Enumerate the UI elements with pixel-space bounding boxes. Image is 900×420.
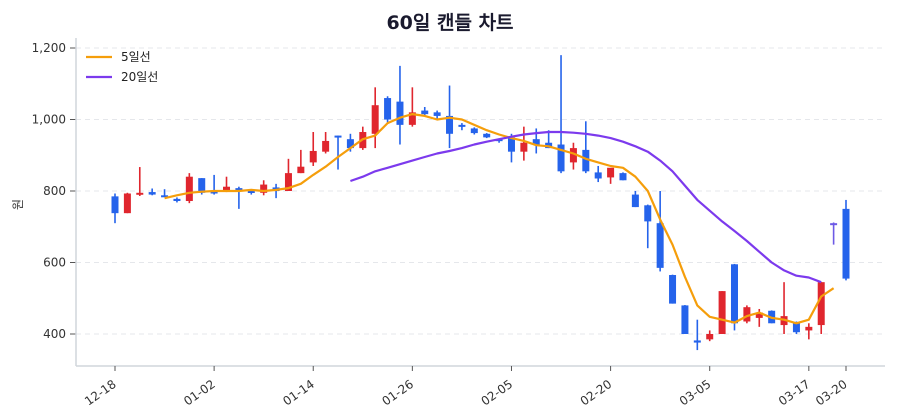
candle [730,263,738,331]
moving-average-lines [164,112,835,325]
candle [693,319,701,351]
candle [520,126,528,161]
x-tick-label: 03-20 [813,377,850,408]
x-tick-label: 01-02 [181,377,218,408]
candle [780,282,788,334]
candle [111,193,119,224]
candle [260,180,268,196]
candle [161,189,169,198]
candle [433,110,441,120]
candle [173,197,181,203]
candle [594,165,602,183]
candle [607,167,615,184]
candle [817,282,825,334]
candle [569,142,577,170]
candle [297,149,305,174]
y-tick-label: 600 [43,256,66,270]
x-tick-label: 12-18 [82,377,119,408]
x-tick-label: 01-14 [280,377,317,408]
candle [396,65,404,145]
candle [322,132,330,154]
candle [408,87,416,127]
candle [148,188,156,196]
candle [805,323,813,340]
y-tick-label: 1,200 [32,41,66,55]
candle [631,191,639,208]
candle [136,167,144,197]
axes: 400 600 800 1,000 1,200 12-18 01-02 01-14 01-26 0… [32,38,885,408]
candle [669,274,677,304]
candle [483,133,491,139]
candle [185,173,193,204]
candle [123,192,131,214]
candle [557,55,565,174]
y-tick-label: 400 [43,327,66,341]
x-tick-label: 01-26 [379,377,416,408]
x-tick-label: 02-05 [479,377,516,408]
candle [644,204,652,249]
candle [223,176,231,193]
candle [842,199,850,281]
candle [334,135,342,170]
candle [309,132,317,166]
ma5-line [164,112,835,325]
x-tick-label: 03-05 [677,377,714,408]
candle [384,96,392,124]
candle [743,305,751,324]
candle [706,330,714,342]
x-tick-label: 03-17 [776,377,813,408]
candle [458,123,466,131]
candle [421,106,429,116]
candle [656,191,664,272]
chart-title: 60일 캔들 차트 [386,12,514,34]
x-tick-label: 02-20 [578,377,615,408]
y-tick-label: 1,000 [32,113,66,127]
legend-ma5-label: 5일선 [121,50,151,64]
candle [619,172,627,181]
candles [111,55,850,351]
candle [371,87,379,149]
candle [830,222,838,245]
candle [582,121,590,174]
legend-ma20-label: 20일선 [121,70,158,84]
ma20-line [350,130,822,284]
candle [284,158,292,191]
legend: 5일선 20일선 [86,50,158,84]
candle [470,127,478,135]
y-tick-label: 800 [43,184,66,198]
candle [681,305,689,334]
candle [718,291,726,334]
